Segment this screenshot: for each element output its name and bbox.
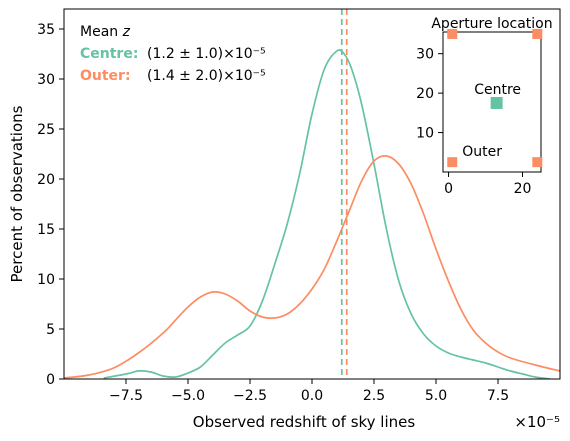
inset-x-tick-label: 20 <box>514 181 532 197</box>
inset-outer-marker <box>447 157 458 168</box>
mean-annotation: Mean z Centre: (1.2 ± 1.0)×10⁻⁵ Outer: (1.4 … <box>80 24 266 84</box>
x-tick-label: −7.5 <box>109 388 143 404</box>
x-tick-label: 7.5 <box>487 388 509 404</box>
inset-y-tick-label: 10 <box>416 126 434 142</box>
main-plot: −7.5 −5.0 −2.5 0.0 2.5 5.0 7.5 0 5 10 15 20 25 30 35 Ob… <box>8 8 561 431</box>
inset-plot: Aperture location 0 20 10 20 30 Centre Outer <box>416 16 552 197</box>
y-tick-label: 5 <box>46 322 55 338</box>
x-axis-label: Observed redshift of sky lines <box>193 413 416 431</box>
x-tick-label: 5.0 <box>425 388 447 404</box>
series-line-outer <box>64 155 560 379</box>
inset-outer-marker <box>447 28 458 39</box>
x-tick-label: −5.0 <box>171 388 205 404</box>
x-tick-label: 2.5 <box>363 388 385 404</box>
y-tick-label: 10 <box>37 272 55 288</box>
inset-outer-marker <box>532 157 543 168</box>
inset-centre-label: Centre <box>474 82 521 98</box>
annotation-value-0: (1.2 ± 1.0)×10⁻⁵ <box>147 46 266 62</box>
y-tick-label: 25 <box>37 122 55 138</box>
inset-x-tick-label: 0 <box>444 181 453 197</box>
x-tick-label: 0.0 <box>301 388 323 404</box>
inset-centre-marker <box>490 96 503 109</box>
annotation-label-1: Outer: <box>80 68 131 84</box>
series-group <box>64 9 560 379</box>
y-tick-label: 0 <box>46 372 55 388</box>
inset-outer-label: Outer <box>462 144 502 160</box>
y-tick-label: 30 <box>37 72 55 88</box>
annotation-value-1: (1.4 ± 2.0)×10⁻⁵ <box>147 68 266 84</box>
x-tick-label: −2.5 <box>233 388 267 404</box>
inset-y-tick-label: 30 <box>416 47 434 63</box>
inset-title: Aperture location <box>431 16 552 32</box>
annotation-title: Mean z <box>80 24 131 40</box>
y-tick-label: 35 <box>37 22 55 38</box>
inset-outer-marker <box>532 28 543 39</box>
series-line-centre <box>103 49 551 379</box>
y-tick-label: 20 <box>37 172 55 188</box>
inset-y-tick-label: 20 <box>416 86 434 102</box>
annotation-label-0: Centre: <box>80 46 138 62</box>
x-offset-label: ×10⁻⁵ <box>514 413 560 431</box>
y-axis-label: Percent of observations <box>8 105 26 282</box>
y-tick-label: 15 <box>37 222 55 238</box>
